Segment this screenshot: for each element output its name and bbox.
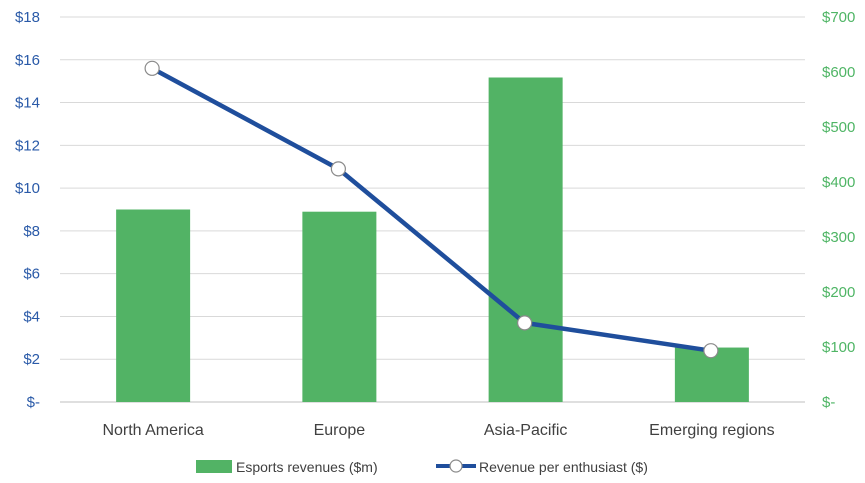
- left-tick-label: $12: [15, 137, 40, 154]
- line-series: [144, 60, 719, 359]
- right-tick-label: $300: [822, 229, 855, 246]
- legend-label-line: Revenue per enthusiast ($): [479, 459, 648, 475]
- left-tick-label: $4: [23, 308, 40, 325]
- right-tick-label: $-: [822, 394, 835, 411]
- left-tick-label: $2: [23, 351, 40, 368]
- right-axis: $- $100 $200 $300 $400 $500 $600 $700: [822, 9, 855, 411]
- bar: [488, 77, 563, 402]
- left-tick-label: $6: [23, 266, 40, 283]
- right-tick-label: $200: [822, 284, 855, 301]
- legend-marker-line: [449, 459, 463, 473]
- right-tick-label: $600: [822, 64, 855, 81]
- line-point: [330, 161, 346, 177]
- category-label: Emerging regions: [649, 422, 774, 439]
- left-tick-label: $14: [15, 95, 40, 112]
- line-point: [144, 60, 160, 76]
- legend: Esports revenues ($m) Revenue per enthus…: [196, 459, 648, 475]
- left-tick-label: $-: [27, 394, 40, 411]
- bar: [116, 209, 191, 402]
- category-label: North America: [102, 422, 203, 439]
- line-point: [517, 315, 533, 331]
- line-point: [703, 343, 719, 359]
- bar: [302, 211, 377, 402]
- left-axis: $- $2 $4 $6 $8 $10 $12 $14 $16 $18: [15, 9, 40, 411]
- category-label: Europe: [314, 422, 366, 439]
- right-tick-label: $400: [822, 174, 855, 191]
- legend-label-bar: Esports revenues ($m): [236, 459, 378, 475]
- left-tick-label: $10: [15, 180, 40, 197]
- right-tick-label: $100: [822, 339, 855, 356]
- category-label: Asia-Pacific: [484, 422, 568, 439]
- right-tick-label: $500: [822, 119, 855, 136]
- series-line: [149, 66, 714, 353]
- bar-series: [116, 77, 749, 402]
- category-axis: North America Europe Asia-Pacific Emerging …: [102, 422, 774, 439]
- left-tick-label: $16: [15, 52, 40, 69]
- left-tick-label: $8: [23, 223, 40, 240]
- legend-swatch-bar: [196, 460, 232, 473]
- right-tick-label: $700: [822, 9, 855, 26]
- left-tick-label: $18: [15, 9, 40, 26]
